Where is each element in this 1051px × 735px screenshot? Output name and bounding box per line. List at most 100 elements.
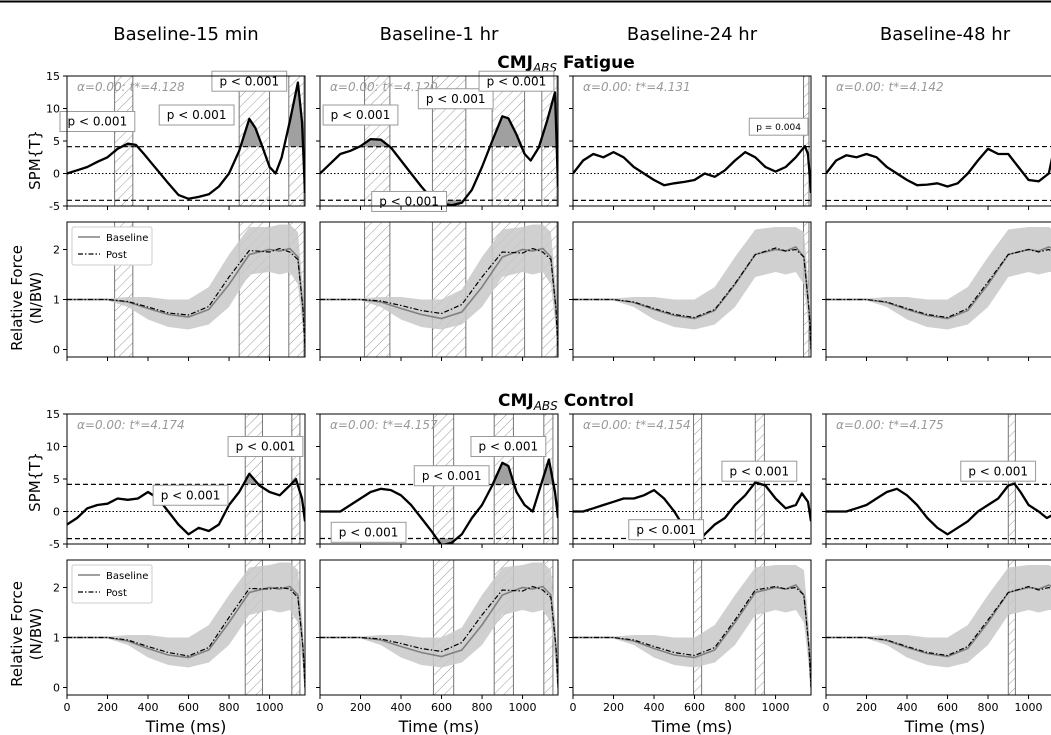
panel-control-force-4: 0 200 400 600 800 1000 <box>822 559 1051 714</box>
suprathreshold-area <box>364 139 390 147</box>
p-value-label: p < 0.001 <box>331 108 391 122</box>
p-value-label: p < 0.001 <box>426 92 486 106</box>
panel-fatigue-spm-3: α=0.00: t*=4.131 p = 0.004 <box>569 75 812 210</box>
cluster-region <box>431 222 467 357</box>
p-value-box <box>158 104 235 126</box>
y-tick-label: 10 <box>46 441 60 454</box>
post-curve <box>573 247 811 350</box>
plot-area <box>67 414 305 544</box>
alpha-threshold-label: α=0.00: t*=4.154 <box>583 418 691 432</box>
cluster-region <box>693 560 703 695</box>
y-tick-label: 0 <box>53 168 60 181</box>
y-tick-label: 0 <box>53 344 60 357</box>
panel-control-force-3: 0 200 400 600 800 1000 <box>569 559 812 714</box>
spm-curve <box>826 482 1051 536</box>
alpha-threshold-label: α=0.00: t*=4.174 <box>77 418 185 432</box>
sd-band <box>573 227 811 350</box>
post-curve <box>826 248 1051 319</box>
spm-curve <box>67 472 305 536</box>
ylabel-spm-fatigue: SPM{T} <box>26 130 44 190</box>
p-value-box <box>330 521 407 543</box>
x-tick-label: 600 <box>178 701 199 714</box>
spm-curve <box>320 458 558 544</box>
baseline-curve <box>320 247 558 350</box>
x-tick-label: 200 <box>603 701 624 714</box>
panel-frame <box>572 559 812 696</box>
section-title-control: CMJABS Control <box>498 391 634 413</box>
ylabel-force-fatigue-line1: Relative Force <box>8 245 26 351</box>
p-value-label: p < 0.001 <box>487 74 547 88</box>
ylabel-force-fatigue-line2: (N/BW) <box>27 272 45 325</box>
post-curve <box>320 585 558 688</box>
panel-frame <box>319 221 559 358</box>
baseline-curve <box>826 246 1051 320</box>
cluster-region <box>364 222 391 357</box>
alpha-threshold-label: α=0.00: t*=4.175 <box>836 418 944 432</box>
panel-fatigue-spm-4: α=0.00: t*=4.142 <box>822 75 1051 210</box>
post-curve <box>67 586 305 688</box>
x-tick-label: 0 <box>317 701 324 714</box>
y-tick-label: 1 <box>53 632 60 645</box>
cluster-region <box>803 76 810 206</box>
panel-control-spm-1: α=0.00: t*=4.174 p < 0.001 p < 0.001 -5 0 5 10… <box>46 408 306 551</box>
panel-fatigue-force-3 <box>569 221 812 361</box>
suprathreshold-area <box>239 119 270 147</box>
panel-control-spm-2: α=0.00: t*=4.157 p < 0.001 p < 0.001 p < 0.… <box>316 413 559 548</box>
plot-area <box>573 222 811 357</box>
y-tick-label: 2 <box>53 244 60 257</box>
x-tick-label: 600 <box>937 701 958 714</box>
sd-band <box>320 224 558 350</box>
plot-area <box>320 560 558 695</box>
spm-curve <box>573 145 811 194</box>
panel-frame <box>572 75 812 207</box>
baseline-curve <box>67 585 305 688</box>
y-tick-label: 15 <box>46 408 60 421</box>
p-value-label: p < 0.001 <box>422 469 482 483</box>
plot-area <box>826 145 1051 202</box>
x-tick-label: 0 <box>570 701 577 714</box>
x-tick-label: 200 <box>350 701 371 714</box>
ylabel-force-control-line2: (N/BW) <box>27 608 45 661</box>
spm-curve <box>320 91 558 206</box>
y-tick-label: 10 <box>46 103 60 116</box>
x-tick-label: 400 <box>897 701 918 714</box>
x-tick-label: 400 <box>138 701 159 714</box>
xlabel-col-2: Time (ms) <box>398 717 480 735</box>
panel-frame <box>66 413 306 545</box>
post-curve <box>826 585 1051 657</box>
ylabel-force-control-line1: Relative Force <box>8 581 26 687</box>
p-value-box <box>748 117 809 136</box>
plot-area <box>573 76 811 206</box>
cluster-region <box>114 76 134 206</box>
panel-frame <box>572 221 812 358</box>
plot-area <box>67 76 305 206</box>
p-value-box <box>152 484 229 506</box>
sd-band <box>320 562 558 688</box>
suprathreshold-area <box>541 93 557 147</box>
panel-frame <box>825 221 1051 358</box>
x-tick-label: 1000 <box>762 701 790 714</box>
column-title-1: Baseline-15 min <box>113 24 258 45</box>
x-tick-label: 200 <box>856 701 877 714</box>
p-value-label: p < 0.001 <box>636 523 696 537</box>
p-value-label: p < 0.001 <box>236 440 296 454</box>
column-title-3: Baseline-24 hr <box>627 24 758 45</box>
x-tick-label: 400 <box>391 701 412 714</box>
x-tick-label: 800 <box>472 701 493 714</box>
column-title-2: Baseline-1 hr <box>380 24 499 45</box>
cluster-region <box>432 560 455 695</box>
panel-control-force-1: Baseline Post 0 1 2 0 200 400 600 800 1000 <box>53 559 306 714</box>
p-value-box <box>227 436 304 457</box>
p-value-label: p < 0.001 <box>68 115 128 129</box>
x-tick-label: 1000 <box>1015 701 1043 714</box>
x-tick-label: 600 <box>431 701 452 714</box>
x-tick-label: 400 <box>644 701 665 714</box>
p-value-label: p < 0.001 <box>479 440 539 454</box>
ylabel-spm-control: SPM{T} <box>26 452 44 512</box>
alpha-threshold-label: α=0.00: t*=4.128 <box>77 80 185 94</box>
p-value-label: p < 0.001 <box>730 464 790 478</box>
panel-control-spm-4: α=0.00: t*=4.175 p < 0.001 <box>822 413 1051 548</box>
y-tick-label: -5 <box>49 200 60 213</box>
cluster-region <box>693 414 703 544</box>
baseline-curve <box>573 584 811 688</box>
